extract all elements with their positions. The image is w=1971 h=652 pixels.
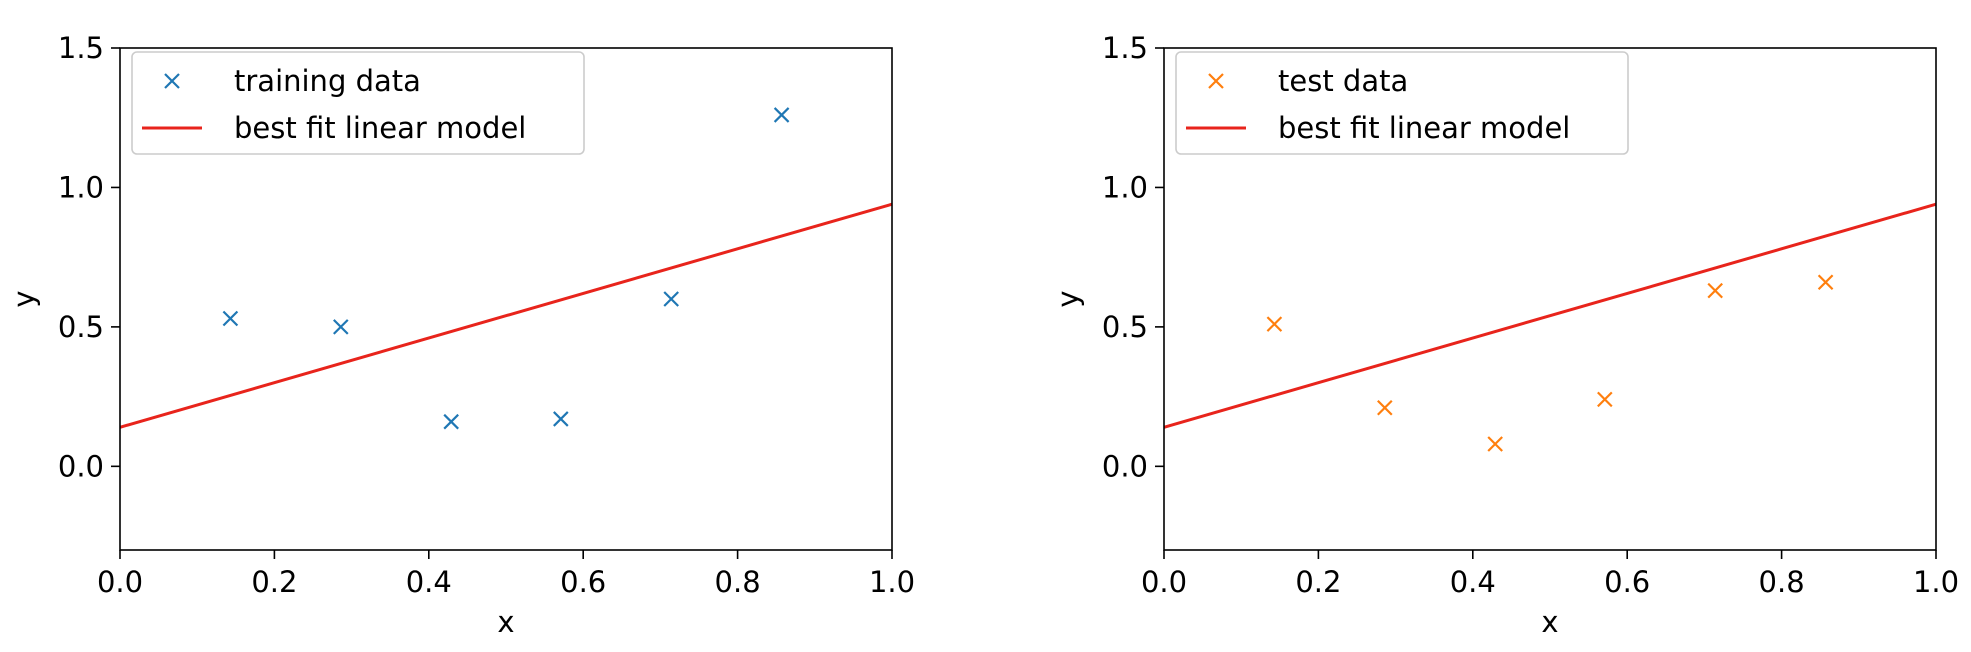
right-x-tick-label-2: 0.4 <box>1450 565 1496 599</box>
left-x-tick-label-1: 0.2 <box>251 565 297 599</box>
right-y-tick-label-3: 1.5 <box>1102 31 1148 65</box>
right-chart-panel: 0.0 0.2 0.4 0.6 0.8 1.0 0.0 0.5 1.0 1.5 x y test dat… <box>1051 31 1959 639</box>
left-x-tick-label-4: 0.8 <box>715 565 761 599</box>
right-data-point-4 <box>1707 282 1723 299</box>
right-y-tick-label-1: 0.5 <box>1102 310 1148 344</box>
right-y-tick-label-2: 1.0 <box>1102 170 1148 204</box>
right-legend-box <box>1175 51 1629 155</box>
right-x-tick-label-0: 0.0 <box>1141 565 1187 599</box>
left-y-tick-label-2: 1.0 <box>58 170 104 204</box>
left-data-point-5 <box>773 107 790 123</box>
right-legend-marker-handle <box>1208 73 1224 89</box>
left-x-tick-label-0: 0.0 <box>97 565 143 599</box>
left-axes-frame <box>119 47 893 551</box>
left-y-tick-label-0: 0.0 <box>58 449 104 483</box>
left-data-point-3 <box>553 411 569 427</box>
left-chart-panel: 0.0 0.2 0.4 0.6 0.8 1.0 0.0 0.5 1.0 1.5 x y training… <box>7 31 915 639</box>
left-legend-entry-1: best fit linear model <box>234 111 526 145</box>
left-data-point-1 <box>333 319 349 335</box>
left-x-tick-label-2: 0.4 <box>406 565 452 599</box>
right-x-tick-label-3: 0.6 <box>1604 565 1650 599</box>
right-x-tick-label-1: 0.2 <box>1295 565 1341 599</box>
right-x-axis-label: x <box>1541 605 1558 639</box>
left-y-axis-label: y <box>7 290 41 307</box>
left-legend-entry-0: training data <box>234 64 421 98</box>
right-y-tick-label-0: 0.0 <box>1102 449 1148 483</box>
right-data-point-3 <box>1597 391 1613 408</box>
left-y-tick-label-1: 0.5 <box>58 310 104 344</box>
right-x-tick-label-5: 1.0 <box>1913 565 1959 599</box>
left-legend-marker-handle <box>164 73 180 89</box>
left-fit-line <box>120 202 892 429</box>
right-legend-entry-1: best fit linear model <box>1278 111 1570 145</box>
right-data-point-0 <box>1266 316 1283 332</box>
left-x-axis-label: x <box>497 605 514 639</box>
right-legend-entry-0: test data <box>1278 64 1408 98</box>
left-y-tick-label-3: 1.5 <box>58 31 104 65</box>
right-data-point-5 <box>1817 274 1834 291</box>
left-data-point-0 <box>222 310 239 327</box>
right-data-point-1 <box>1377 399 1393 416</box>
left-x-tick-label-5: 1.0 <box>869 565 915 599</box>
right-axes-frame <box>1163 47 1937 551</box>
left-legend-box <box>131 51 585 155</box>
right-y-axis-label: y <box>1051 290 1085 307</box>
right-fit-line <box>1164 202 1936 429</box>
left-data-point-2 <box>443 413 459 430</box>
right-data-point-2 <box>1487 436 1503 452</box>
left-x-tick-label-3: 0.6 <box>560 565 606 599</box>
right-x-tick-label-4: 0.8 <box>1759 565 1805 599</box>
left-data-point-4 <box>663 291 679 307</box>
